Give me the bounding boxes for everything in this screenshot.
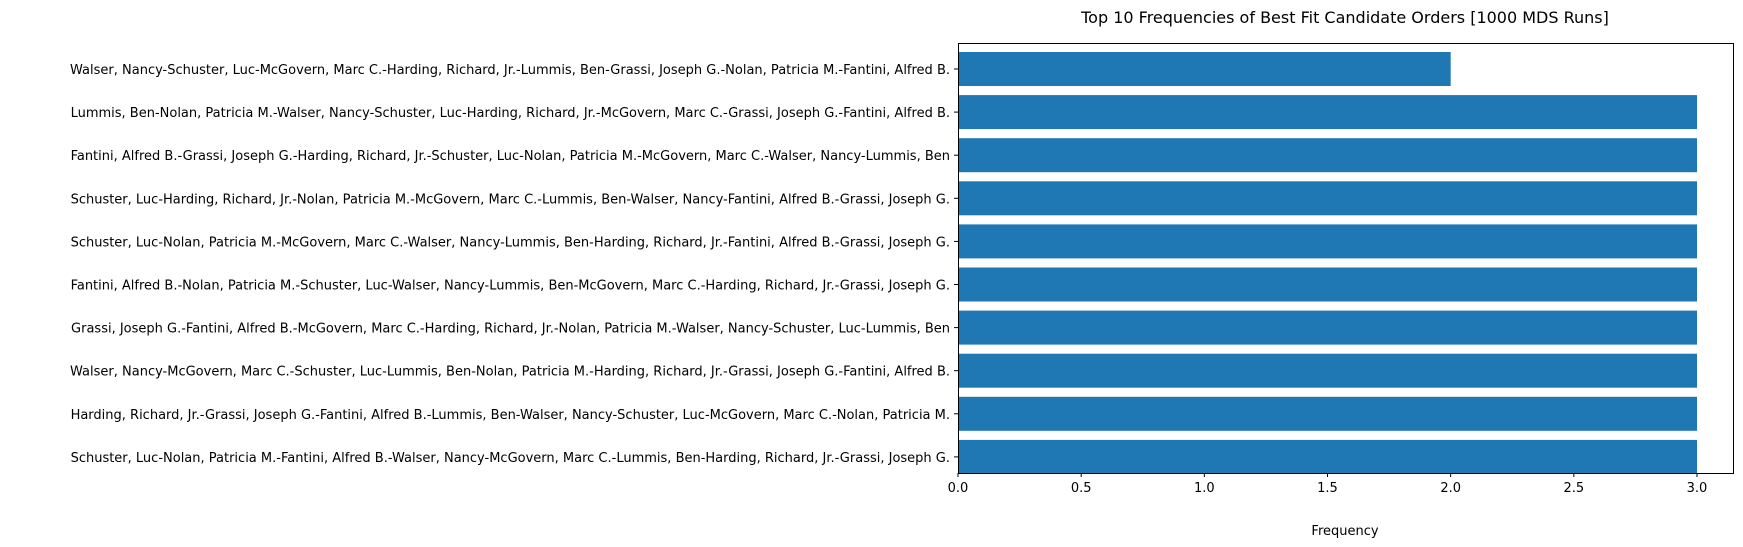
x-ticks: 0.0 0.5 1.0 1.5 2.0 2.5 3.0: [948, 473, 1708, 496]
bar: [958, 224, 1697, 259]
x-tick-label: 1.0: [1194, 481, 1215, 496]
y-tick-label: Fantini, Alfred B.-Grassi, Joseph G.-Har…: [71, 149, 950, 164]
x-axis-label: Frequency: [1311, 524, 1378, 539]
x-tick-label: 3.0: [1687, 481, 1708, 496]
x-tick-label: 2.0: [1440, 481, 1461, 496]
bar: [958, 52, 1451, 86]
y-tick-labels: Walser, Nancy-Schuster, Luc-McGovern, Ma…: [70, 63, 958, 466]
x-tick-label: 0.5: [1071, 481, 1092, 496]
bars-group: [958, 52, 1697, 474]
y-tick-label: Schuster, Luc-Harding, Richard, Jr.-Nola…: [71, 192, 950, 207]
bar: [958, 181, 1697, 216]
bar: [958, 310, 1697, 345]
bar: [958, 396, 1697, 431]
y-tick-label: Schuster, Luc-Nolan, Patricia M.-Fantini…: [71, 451, 950, 466]
bar: [958, 267, 1697, 302]
chart-title: Top 10 Frequencies of Best Fit Candidate…: [1080, 8, 1609, 27]
y-tick-label: Walser, Nancy-McGovern, Marc C.-Schuster…: [70, 365, 950, 380]
bar: [958, 353, 1697, 388]
y-tick-label: Walser, Nancy-Schuster, Luc-McGovern, Ma…: [70, 63, 950, 78]
x-tick-label: 1.5: [1317, 481, 1338, 496]
y-tick-label: Lummis, Ben-Nolan, Patricia M.-Walser, N…: [71, 106, 950, 121]
y-tick-label: Schuster, Luc-Nolan, Patricia M.-McGover…: [71, 235, 950, 250]
y-tick-label: Fantini, Alfred B.-Nolan, Patricia M.-Sc…: [71, 279, 950, 294]
plot-frame: [958, 43, 1734, 474]
x-tick-label: 2.5: [1563, 481, 1584, 496]
bar: [958, 95, 1697, 130]
bar: [958, 439, 1697, 474]
y-tick-label: Grassi, Joseph G.-Fantini, Alfred B.-McG…: [71, 322, 950, 337]
y-tick-label: Harding, Richard, Jr.-Grassi, Joseph G.-…: [71, 408, 950, 423]
x-tick-label: 0.0: [948, 481, 969, 496]
bar: [958, 138, 1697, 173]
